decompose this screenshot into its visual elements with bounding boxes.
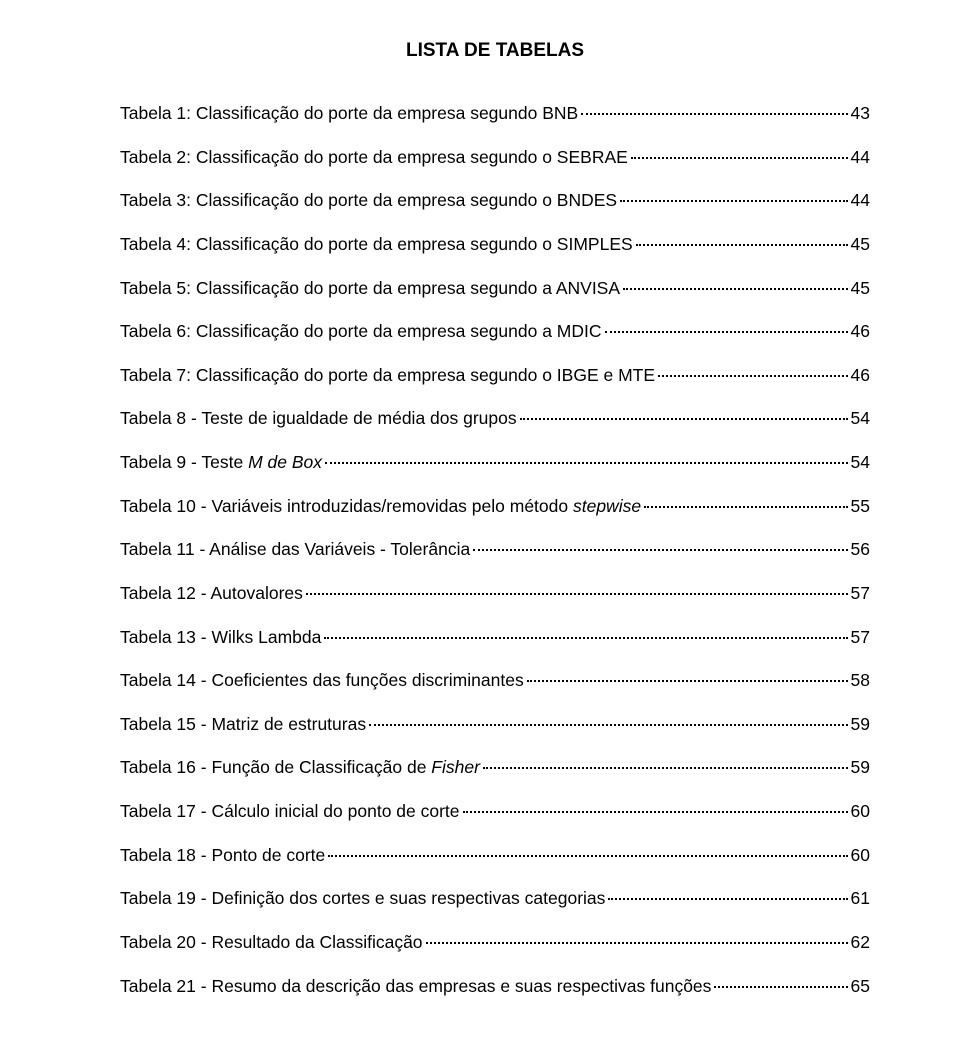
toc-entry-label-italic: stepwise — [573, 496, 641, 516]
toc-leader-dots — [527, 680, 848, 682]
table-of-contents: Tabela 1: Classificação do porte da empr… — [120, 102, 870, 998]
toc-entry: Tabela 8 - Teste de igualdade de média d… — [120, 407, 870, 431]
toc-entry-label: Tabela 19 - Definição dos cortes e suas … — [120, 887, 605, 911]
toc-entry: Tabela 15 - Matriz de estruturas 59 — [120, 713, 870, 737]
toc-entry: Tabela 7: Classificação do porte da empr… — [120, 364, 870, 388]
toc-entry-page: 56 — [851, 538, 870, 562]
toc-entry-label: Tabela 17 - Cálculo inicial do ponto de … — [120, 800, 460, 824]
toc-leader-dots — [328, 855, 847, 857]
toc-entry: Tabela 1: Classificação do porte da empr… — [120, 102, 870, 126]
toc-entry-label: Tabela 10 - Variáveis introduzidas/remov… — [120, 495, 641, 519]
toc-entry-label: Tabela 21 - Resumo da descrição das empr… — [120, 975, 711, 999]
toc-entry: Tabela 5: Classificação do porte da empr… — [120, 277, 870, 301]
toc-entry-label: Tabela 3: Classificação do porte da empr… — [120, 189, 617, 213]
toc-leader-dots — [426, 942, 848, 944]
toc-leader-dots — [324, 637, 847, 639]
toc-leader-dots — [608, 898, 847, 900]
toc-entry-page: 61 — [851, 887, 870, 911]
toc-entry-label: Tabela 16 - Função de Classificação de F… — [120, 756, 480, 780]
toc-leader-dots — [644, 506, 847, 508]
toc-leader-dots — [636, 244, 848, 246]
toc-leader-dots — [520, 418, 848, 420]
toc-entry-page: 43 — [851, 102, 870, 126]
toc-entry-label: Tabela 1: Classificação do porte da empr… — [120, 102, 578, 126]
toc-leader-dots — [605, 331, 848, 333]
toc-entry-page: 60 — [851, 844, 870, 868]
toc-entry-label: Tabela 7: Classificação do porte da empr… — [120, 364, 655, 388]
toc-entry-page: 54 — [851, 407, 870, 431]
toc-entry-page: 60 — [851, 800, 870, 824]
toc-leader-dots — [631, 157, 848, 159]
toc-leader-dots — [714, 986, 847, 988]
toc-entry: Tabela 12 - Autovalores 57 — [120, 582, 870, 606]
toc-entry: Tabela 6: Classificação do porte da empr… — [120, 320, 870, 344]
toc-entry-page: 54 — [851, 451, 870, 475]
toc-entry: Tabela 2: Classificação do porte da empr… — [120, 146, 870, 170]
toc-entry: Tabela 17 - Cálculo inicial do ponto de … — [120, 800, 870, 824]
toc-entry-page: 62 — [851, 931, 870, 955]
toc-entry: Tabela 9 - Teste M de Box 54 — [120, 451, 870, 475]
toc-leader-dots — [306, 593, 848, 595]
toc-entry-label: Tabela 8 - Teste de igualdade de média d… — [120, 407, 517, 431]
toc-leader-dots — [325, 462, 848, 464]
toc-entry-label: Tabela 5: Classificação do porte da empr… — [120, 277, 620, 301]
toc-leader-dots — [581, 113, 847, 115]
toc-entry-page: 59 — [851, 713, 870, 737]
toc-leader-dots — [483, 767, 848, 769]
toc-leader-dots — [463, 811, 848, 813]
toc-leader-dots — [473, 549, 847, 551]
toc-entry-label: Tabela 4: Classificação do porte da empr… — [120, 233, 633, 257]
toc-entry: Tabela 11 - Análise das Variáveis - Tole… — [120, 538, 870, 562]
toc-leader-dots — [369, 724, 847, 726]
toc-entry-label: Tabela 18 - Ponto de corte — [120, 844, 325, 868]
toc-entry-label-italic: Fisher — [431, 757, 480, 777]
page-title: LISTA DE TABELAS — [120, 40, 870, 62]
toc-entry-label: Tabela 11 - Análise das Variáveis - Tole… — [120, 538, 470, 562]
toc-entry-page: 58 — [851, 669, 870, 693]
toc-entry-page: 57 — [851, 626, 870, 650]
toc-entry-label: Tabela 12 - Autovalores — [120, 582, 303, 606]
toc-entry: Tabela 21 - Resumo da descrição das empr… — [120, 975, 870, 999]
toc-entry: Tabela 19 - Definição dos cortes e suas … — [120, 887, 870, 911]
toc-entry: Tabela 10 - Variáveis introduzidas/remov… — [120, 495, 870, 519]
toc-entry: Tabela 14 - Coeficientes das funções dis… — [120, 669, 870, 693]
toc-entry-label: Tabela 9 - Teste M de Box — [120, 451, 322, 475]
toc-entry: Tabela 16 - Função de Classificação de F… — [120, 756, 870, 780]
toc-entry-page: 44 — [851, 189, 870, 213]
toc-entry-page: 46 — [851, 364, 870, 388]
toc-entry-label-italic: M de Box — [248, 452, 322, 472]
toc-entry: Tabela 3: Classificação do porte da empr… — [120, 189, 870, 213]
toc-entry: Tabela 20 - Resultado da Classificação 62 — [120, 931, 870, 955]
toc-entry-label: Tabela 15 - Matriz de estruturas — [120, 713, 366, 737]
toc-entry: Tabela 18 - Ponto de corte 60 — [120, 844, 870, 868]
toc-entry-page: 55 — [851, 495, 870, 519]
toc-entry: Tabela 13 - Wilks Lambda 57 — [120, 626, 870, 650]
toc-entry-label: Tabela 2: Classificação do porte da empr… — [120, 146, 628, 170]
toc-entry-page: 57 — [851, 582, 870, 606]
toc-leader-dots — [620, 200, 847, 202]
toc-entry-label: Tabela 20 - Resultado da Classificação — [120, 931, 423, 955]
toc-leader-dots — [658, 375, 848, 377]
toc-leader-dots — [623, 288, 848, 290]
toc-entry-page: 65 — [851, 975, 870, 999]
toc-entry-label: Tabela 14 - Coeficientes das funções dis… — [120, 669, 524, 693]
toc-entry-label: Tabela 13 - Wilks Lambda — [120, 626, 321, 650]
toc-entry: Tabela 4: Classificação do porte da empr… — [120, 233, 870, 257]
toc-entry-page: 46 — [851, 320, 870, 344]
toc-entry-page: 45 — [851, 233, 870, 257]
toc-entry-label: Tabela 6: Classificação do porte da empr… — [120, 320, 602, 344]
toc-entry-page: 59 — [851, 756, 870, 780]
toc-entry-page: 44 — [851, 146, 870, 170]
toc-entry-page: 45 — [851, 277, 870, 301]
